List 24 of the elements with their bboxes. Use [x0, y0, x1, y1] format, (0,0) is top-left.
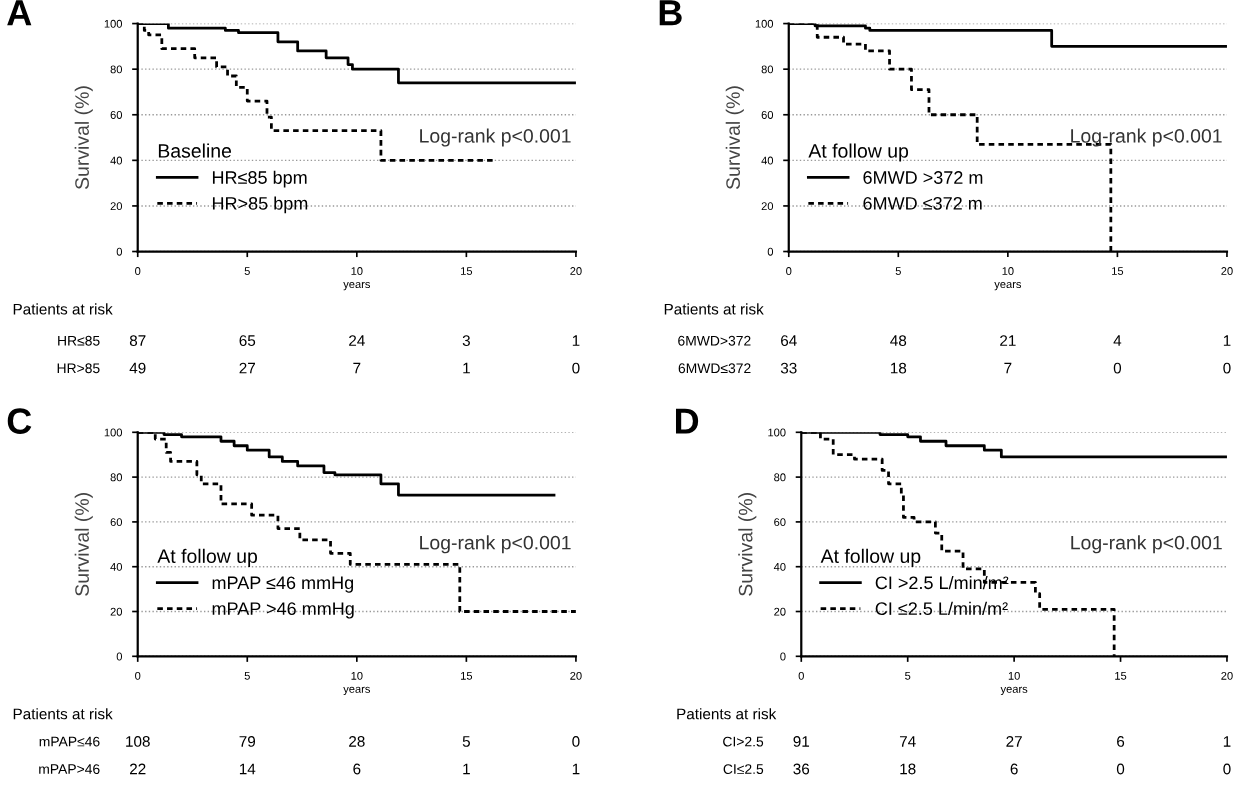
legend-title: At follow up: [808, 143, 909, 162]
annotation: Log-rank p<0.001: [1071, 535, 1222, 554]
legend-label: HR>85 bpm: [212, 196, 308, 214]
y-axis-title: Survival (%): [725, 86, 744, 190]
y-axis-title: Survival (%): [74, 86, 93, 190]
annotation: Log-rank p<0.001: [1071, 128, 1222, 147]
legend-label: CI >2.5 L/min/m²: [875, 575, 1009, 590]
legend-title: At follow up: [157, 548, 258, 567]
annotation: Log-rank p<0.001: [420, 128, 571, 147]
legend-label: 6MWD >372 m: [863, 171, 983, 184]
legend-label: mPAP ≤46 mmHg: [212, 576, 354, 593]
legend-label: CI ≤2.5 L/min/m²: [875, 601, 1008, 616]
legend-label: mPAP >46 mmHg: [212, 602, 354, 619]
chart-title: A: [7, 0, 32, 26]
y-axis-title: Survival (%): [738, 493, 757, 596]
y-axis-title: Survival (%): [74, 493, 93, 596]
legend-label: HR≤85 bpm: [212, 170, 307, 188]
chart-title: B: [659, 0, 682, 26]
legend-title: Baseline: [158, 143, 232, 158]
legend-title: At follow up: [820, 548, 921, 567]
chart-title: D: [675, 408, 699, 434]
legend-label: 6MWD ≤372 m: [863, 196, 982, 210]
annotation: Log-rank p<0.001: [420, 535, 571, 554]
chart-title: C: [7, 408, 32, 434]
